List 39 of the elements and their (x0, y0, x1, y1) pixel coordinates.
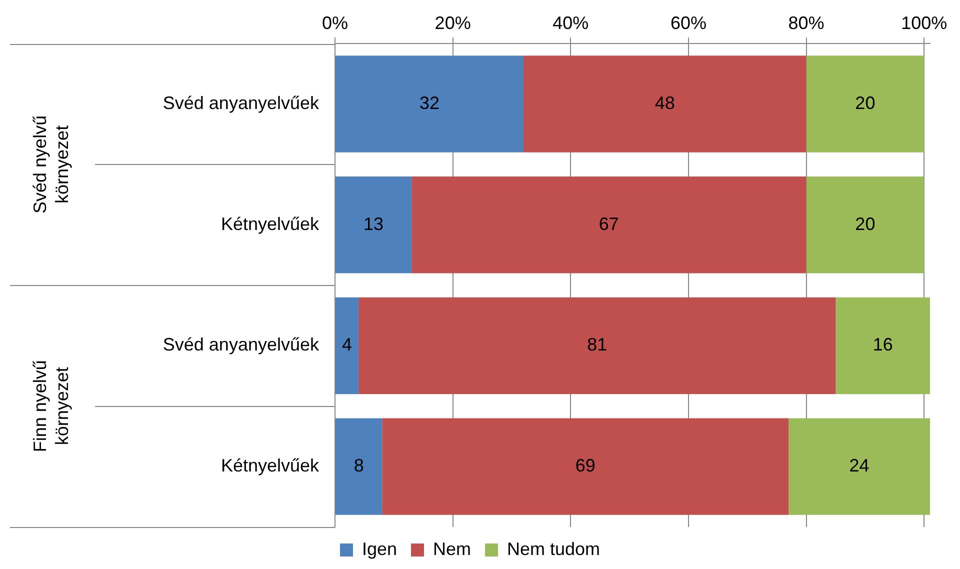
data-label: 48 (654, 92, 675, 113)
data-label: 24 (849, 456, 870, 476)
bar (382, 418, 789, 515)
legend-label: Nem tudom (507, 538, 600, 559)
x-tick-label: 20% (434, 12, 471, 33)
text: Finn nyelvű környezet (30, 360, 72, 452)
bar (412, 176, 806, 274)
bar (336, 297, 359, 394)
bar (336, 176, 412, 274)
legend-label: Nem (433, 538, 472, 559)
x-tick-label: 60% (670, 12, 706, 33)
data-label: 16 (872, 334, 893, 355)
data-label: 69 (575, 456, 596, 476)
y-tick-label: Kétnyelvűek (220, 456, 320, 476)
data-label: 20 (855, 92, 876, 113)
bar (358, 297, 836, 394)
data-label: 8 (354, 456, 364, 476)
y-tick-label: Svéd anyanyelvűek (162, 334, 320, 355)
x-tick-label: 80% (788, 12, 824, 33)
data-label: 20 (855, 214, 876, 234)
text: Svéd nyelvű környezet (30, 115, 72, 214)
bar (806, 176, 924, 274)
data-label: 67 (598, 214, 619, 234)
bar (788, 418, 930, 515)
x-tick-label: 0% (322, 12, 348, 33)
bar (524, 56, 806, 152)
data-label: 81 (587, 334, 608, 355)
bar (836, 297, 930, 394)
bar (336, 418, 382, 515)
legend-label: Igen (362, 538, 398, 559)
data-label: 32 (419, 92, 440, 113)
x-tick-label: 100% (901, 12, 948, 33)
bar (336, 56, 524, 152)
bar (806, 56, 924, 152)
data-label: 13 (364, 214, 384, 234)
y-tick-label: Svéd anyanyelvűek (162, 92, 320, 113)
y-tick-label: Kétnyelvűek (220, 214, 320, 234)
x-tick-label: 40% (552, 12, 589, 33)
data-label: 4 (342, 334, 352, 355)
